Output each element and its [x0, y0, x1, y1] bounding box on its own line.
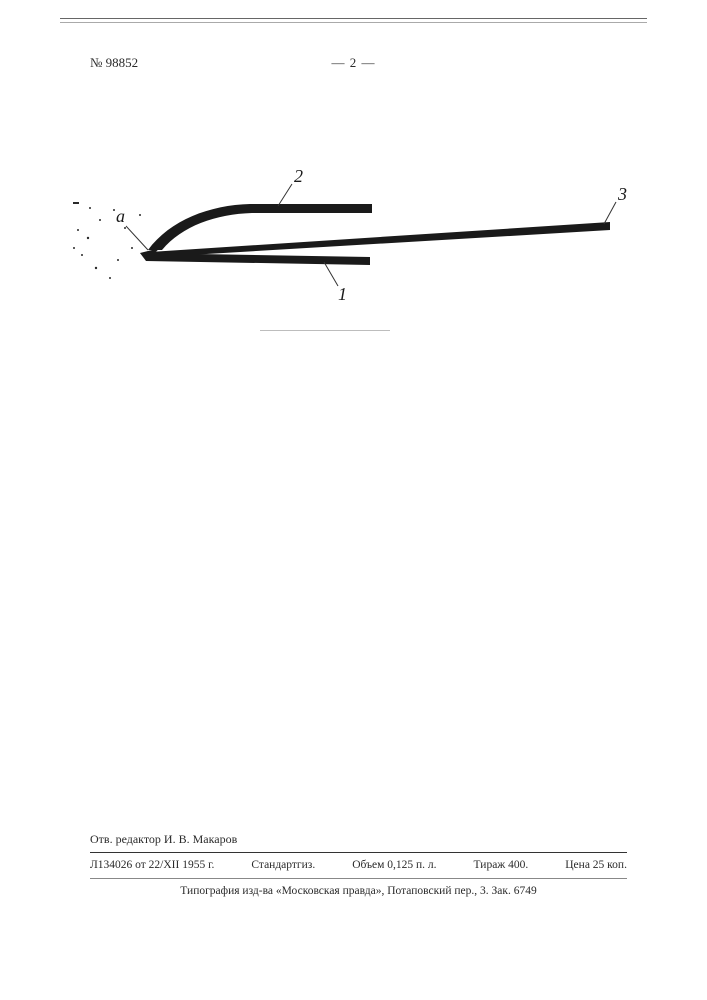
footer-editor: Отв. редактор И. В. Макаров: [90, 830, 627, 848]
footer-volume: Объем 0,125 п. л.: [352, 857, 436, 874]
page: № 98852 — 2 —: [0, 0, 707, 1000]
faint-rule: [260, 330, 390, 331]
figure: a 2 1 3: [70, 160, 630, 330]
footer-ref: Л134026 от 22/XII 1955 г.: [90, 857, 214, 874]
doc-number: № 98852: [90, 55, 138, 71]
label-3: 3: [617, 184, 627, 204]
figure-svg: a 2 1 3: [70, 160, 630, 330]
label-a: a: [116, 206, 125, 226]
page-number: — 2 —: [332, 55, 376, 71]
header-row: № 98852 — 2 —: [90, 55, 617, 75]
footer-publisher: Стандартгиз.: [251, 857, 315, 874]
shape-3: [150, 222, 610, 257]
footer-tirage: Тираж 400.: [474, 857, 529, 874]
top-rule-2: [60, 22, 647, 23]
footer-meta: Л134026 от 22/XII 1955 г. Стандартгиз. О…: [90, 857, 627, 874]
callout-lines: [126, 184, 616, 286]
footer-rule-1: [90, 852, 627, 853]
footer-printer: Типография изд-ва «Московская правда», П…: [90, 883, 627, 900]
footer: Отв. редактор И. В. Макаров Л134026 от 2…: [90, 830, 627, 901]
footer-price: Цена 25 коп.: [565, 857, 627, 874]
top-rule: [60, 18, 647, 19]
speckle-group: [73, 202, 141, 279]
label-2: 2: [294, 166, 303, 186]
footer-rule-2: [90, 878, 627, 879]
label-1: 1: [338, 284, 347, 304]
